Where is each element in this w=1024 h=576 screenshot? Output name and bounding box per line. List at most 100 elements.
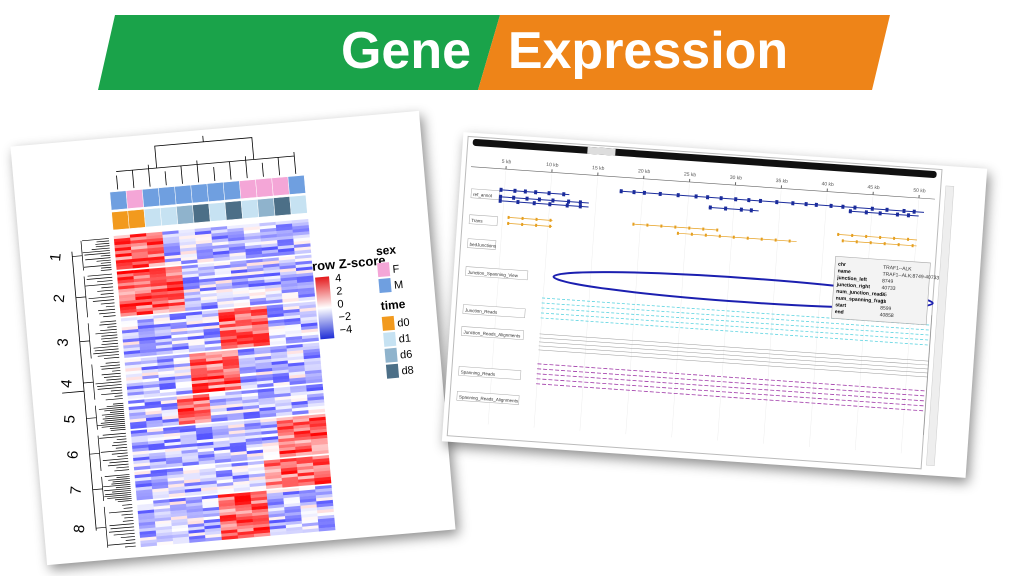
time-swatch [385,363,400,379]
heatmap-cell [188,347,206,353]
transcript-line [507,217,553,221]
banner: Gene Expression [98,15,890,90]
heatmap-cell [127,394,145,400]
heatmap-cell [168,492,186,498]
legend-tick: −4 [339,324,353,337]
heatmap-cell [181,259,198,265]
transcript-exon [535,217,538,221]
heatmap-cell [289,380,307,385]
ruler-label: 15 kb [592,165,605,172]
heatmap-cell [162,421,180,427]
heatmap-cell [189,538,206,543]
banner-orange [478,15,890,90]
ruler-label: 20 kb [638,168,651,175]
sex-annotation [174,184,193,205]
heatmap-cell [230,457,248,462]
sex-annotation [239,179,258,200]
exon [642,190,647,195]
exon [758,198,763,204]
ruler-label: 45 kb [867,184,880,191]
track-label: Spanning_Reads_Alignments [459,394,519,403]
sex-annotation [287,174,306,195]
exon [791,201,795,206]
transcript-exon [879,235,882,239]
time-annotation [143,207,162,228]
track-label: Spanning_Reads [461,369,497,376]
column-dendrogram [116,135,297,190]
transcript-line [676,232,797,242]
ruler-label: 50 kb [913,188,926,195]
heatmap-cell [302,528,320,533]
heatmap-cell [136,495,154,501]
heatmap-cell [282,297,300,303]
heatmap-cell [249,300,267,306]
heatmap-cell [116,265,134,270]
transcript-exon [704,233,707,237]
ruler-label: 40 kb [821,181,834,188]
track-label-box [462,304,526,319]
heatmap-cell [221,344,238,350]
transcript-exon [892,236,896,240]
transcript-exon [674,225,677,229]
exon [498,194,503,199]
heatmap-cell [133,465,151,471]
heatmap-cell [266,299,283,304]
exon [902,208,906,214]
heatmap-cell [237,533,255,539]
exon [532,201,536,206]
exon [864,210,868,215]
legend-tick: 0 [337,298,344,310]
grid-line [763,190,782,444]
heatmap-cell [205,536,223,542]
time-swatch [384,347,398,363]
exon [906,213,911,218]
heatmap-cell [172,539,190,545]
exon [814,202,818,207]
transcript-exon [507,221,510,225]
track-label: Junction_Spanning_View [468,270,519,279]
transcript-exon [521,216,524,220]
popup-value: TRAF1--ALK:8749-40733 [882,271,939,281]
popup-key: start [835,302,847,309]
sex-swatch [377,262,391,278]
sex-annotation [109,190,128,211]
transcript-exon [521,222,524,226]
time-title: time [380,297,406,313]
transcript-exon [760,237,763,241]
time-annotation [159,206,179,227]
cluster-label: 4 [58,379,76,389]
exon [547,191,551,196]
time-item: d8 [401,364,414,377]
track-label-box [470,188,500,200]
exon [853,205,857,210]
heatmap-cell [243,414,261,420]
heatmap-cell [269,340,287,346]
time-swatch [383,331,397,347]
browser-panel: 5 kb 10 kb 15 kb 20 kb 25 kb 30 kb 35 kb 40 kb 4… [441,132,988,478]
transcript-line [841,240,917,247]
marker [923,315,933,435]
heatmap-cell [150,464,167,469]
grid-line [900,199,920,454]
heatmap-cell [224,385,242,391]
grid-line [671,183,690,438]
heatmap-cell [259,412,277,418]
heatmap-cell [136,310,154,316]
junction-alignment [539,333,929,362]
exon [895,212,900,217]
grid-line [717,187,736,441]
heatmap-cell [270,531,287,536]
exon [566,199,571,204]
heatmap-cell [302,337,319,343]
grid-line [809,193,828,447]
heatmap-cell [308,408,326,414]
transcript-exon [660,224,663,228]
transcript-exon [883,242,886,246]
exon [658,191,662,197]
transcript-exon [535,223,538,227]
heatmap-cell [295,451,313,457]
transcript-exon [688,226,691,230]
popup-value: 8749 [882,278,894,285]
ruler-line [471,166,935,200]
heatmap-cell [124,353,141,358]
